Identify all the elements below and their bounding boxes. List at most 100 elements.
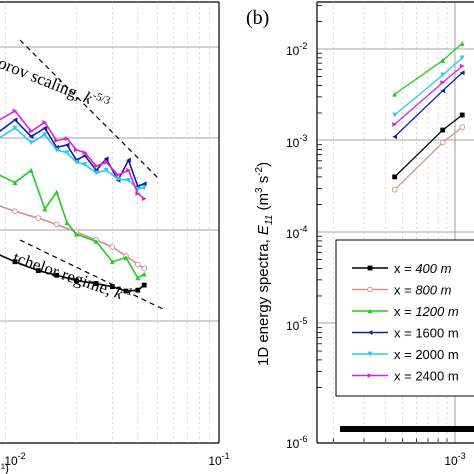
- data-point: [440, 127, 446, 133]
- data-point: [115, 172, 121, 178]
- series-line-800: [391, 124, 466, 193]
- series-path: [0, 109, 145, 200]
- data-point: [54, 147, 60, 153]
- series-line-400: [0, 254, 147, 294]
- data-point: [74, 159, 79, 165]
- series-line-2400: [0, 108, 147, 202]
- panel-a-series: [0, 108, 148, 294]
- panel-a-grid: [0, 46, 219, 322]
- data-point: [459, 55, 465, 61]
- series-line-1200: [0, 167, 147, 281]
- data-point: [126, 157, 131, 163]
- data-point: [141, 271, 147, 277]
- data-point: [126, 177, 131, 183]
- data-point: [42, 119, 48, 125]
- data-point: [440, 80, 446, 85]
- data-point: [93, 163, 99, 169]
- data-point: [64, 220, 70, 226]
- legend-label: x = 1200 m: [394, 304, 459, 319]
- data-point: [391, 186, 398, 193]
- series-path: [0, 127, 145, 190]
- data-point: [126, 167, 131, 173]
- panel-b-minor-ticks: [317, 2, 448, 443]
- data-point: [64, 150, 70, 156]
- series-line-400: [392, 112, 465, 180]
- data-point: [42, 125, 48, 131]
- series-path: [394, 126, 463, 191]
- data-point: [459, 63, 465, 69]
- data-point: [141, 181, 147, 187]
- data-point: [109, 259, 115, 265]
- data-point: [12, 108, 18, 114]
- panel-a-x-tick-label: 10-2: [4, 451, 25, 468]
- panel-a: 10-2 10-1 ¹) orov scaling, k-5/3 tchelor…: [0, 1, 230, 474]
- panel-a-x-tick-label: 10-1: [208, 451, 229, 468]
- bottom-marker-band: [340, 426, 474, 432]
- legend-label: x = 2000 m: [394, 347, 459, 362]
- series-path: [394, 65, 463, 125]
- data-point: [64, 136, 70, 141]
- data-point: [42, 132, 48, 138]
- series-path: [394, 72, 463, 138]
- series-line-2400: [392, 63, 465, 127]
- data-point: [459, 124, 466, 131]
- panel-b-y-tick-label: 10-6: [286, 434, 307, 451]
- data-point: [141, 185, 147, 191]
- panel-a-minor-ticks: [5, 2, 210, 443]
- data-point: [367, 351, 373, 357]
- data-point: [93, 170, 99, 176]
- data-point: [42, 206, 48, 212]
- data-point: [115, 176, 121, 182]
- data-point: [82, 150, 88, 156]
- data-point: [459, 41, 465, 46]
- panel-b: (b) 10-2 10-3 10-4 10-5 10-6 10-3 1D ene…: [246, 1, 474, 468]
- panel-b-series: [391, 41, 466, 193]
- data-point: [109, 244, 116, 251]
- panel-b-legend: x = 400 m x = 800 m x = 1200 m x = 1600 m x …: [335, 239, 474, 397]
- data-point: [82, 162, 88, 167]
- data-point: [440, 72, 446, 78]
- series-path: [394, 114, 463, 178]
- legend-entry: x = 800 m: [352, 283, 452, 298]
- legend-box: [335, 239, 474, 397]
- data-point: [28, 134, 34, 139]
- batchelor-annotation: tchelor regime, k-1: [11, 247, 135, 306]
- legend-entry: x = 2000 m: [352, 347, 459, 362]
- legend-label: x = 800 m: [394, 283, 452, 298]
- data-point: [74, 147, 79, 153]
- panel-b-label: (b): [246, 7, 269, 29]
- data-point: [28, 128, 34, 134]
- series-line-800: [0, 205, 148, 272]
- data-point: [367, 286, 373, 293]
- data-point: [54, 189, 60, 195]
- data-point: [35, 268, 41, 273]
- series-path: [0, 118, 145, 188]
- data-point: [367, 308, 373, 314]
- data-point: [54, 272, 60, 278]
- legend-label: x = 1600 m: [394, 326, 459, 341]
- panel-b-y-tick-label: 10-4: [286, 224, 307, 241]
- data-point: [103, 167, 109, 173]
- series-line-2000: [392, 55, 465, 118]
- data-point: [28, 167, 34, 173]
- data-point: [440, 58, 446, 63]
- data-point: [392, 134, 398, 140]
- series-line-1600: [392, 70, 465, 140]
- legend-entry: x = 400 m: [352, 261, 452, 276]
- data-point: [440, 88, 446, 94]
- panel-a-slope-lines: [19, 39, 166, 311]
- series-line-1200: [392, 41, 465, 97]
- data-point: [28, 140, 34, 146]
- panel-b-y-tick-label: 10-5: [286, 316, 307, 333]
- kolmogorov-slope-line: [19, 39, 161, 181]
- data-point: [135, 275, 141, 281]
- data-point: [35, 215, 42, 221]
- data-point: [439, 139, 446, 146]
- data-point: [103, 156, 109, 162]
- data-point: [367, 373, 373, 378]
- data-point: [123, 288, 129, 294]
- data-point: [53, 221, 60, 228]
- panel-b-y-axis-label: 1D energy spectra, E11 (m3 s-2): [254, 162, 275, 366]
- data-point: [134, 261, 141, 268]
